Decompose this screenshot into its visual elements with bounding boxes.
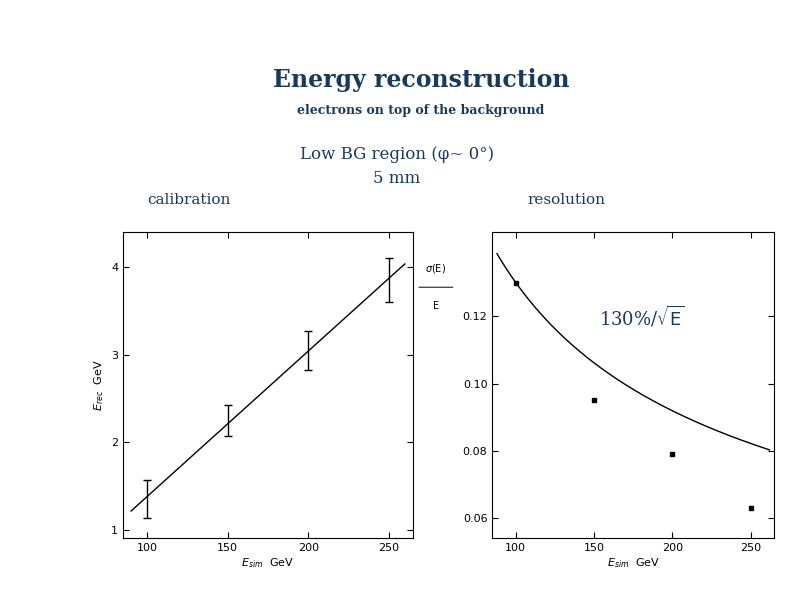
X-axis label: $E_{sim}$  GeV: $E_{sim}$ GeV (607, 556, 660, 570)
Text: Low BG region (φ~ 0°): Low BG region (φ~ 0°) (300, 146, 494, 163)
Y-axis label: $E_{rec}$  GeV: $E_{rec}$ GeV (92, 359, 106, 411)
X-axis label: $E_{sim}$  GeV: $E_{sim}$ GeV (241, 556, 295, 570)
Text: E: E (433, 300, 439, 311)
Text: calibration: calibration (147, 193, 231, 207)
Text: resolution: resolution (527, 193, 605, 207)
Text: electrons on top of the background: electrons on top of the background (297, 104, 545, 117)
Text: Energy reconstruction: Energy reconstruction (272, 68, 569, 92)
Text: $\sigma$(E): $\sigma$(E) (426, 262, 446, 275)
Text: 130%/$\sqrt{\mathrm{E}}$: 130%/$\sqrt{\mathrm{E}}$ (599, 304, 684, 329)
Text: 5 mm: 5 mm (373, 170, 421, 187)
